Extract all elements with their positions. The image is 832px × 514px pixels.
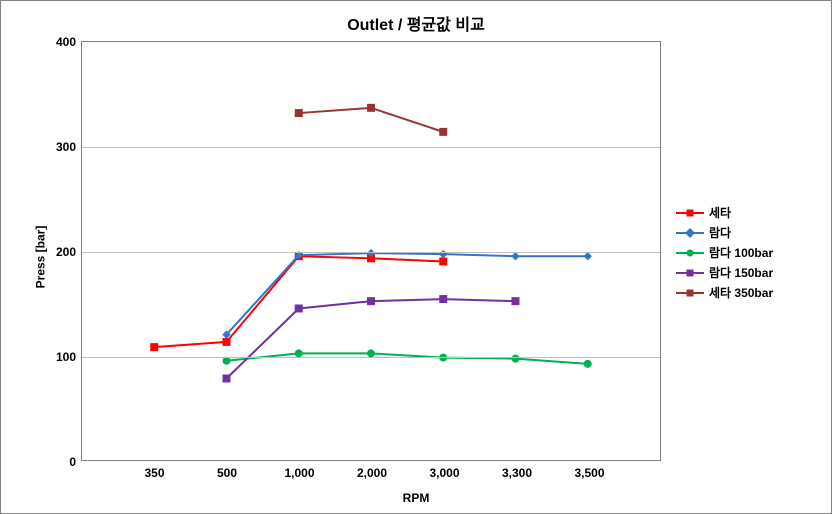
legend-swatch — [676, 206, 704, 220]
series-marker — [295, 110, 302, 117]
series-marker — [295, 305, 302, 312]
series-marker — [295, 350, 302, 357]
legend-label: 람다 150bar — [709, 264, 773, 281]
legend-label: 람다 100bar — [709, 244, 773, 261]
legend-item: 세타 350bar — [676, 284, 773, 301]
series-marker — [440, 128, 447, 135]
y-tick-label: 100 — [56, 350, 82, 364]
x-tick-label: 2,000 — [357, 460, 387, 480]
series-marker — [223, 357, 230, 364]
legend-label: 람다 — [709, 224, 731, 241]
x-tick-label: 3,500 — [574, 460, 604, 480]
legend: 세타람다람다 100bar 람다 150bar 세타 350bar — [676, 201, 773, 304]
series-marker — [440, 258, 447, 265]
legend-item: 람다 — [676, 224, 773, 241]
legend-swatch — [676, 246, 704, 260]
series-line — [227, 353, 588, 363]
legend-item: 람다 100bar — [676, 244, 773, 261]
legend-swatch — [676, 266, 704, 280]
legend-swatch — [676, 286, 704, 300]
series-marker — [368, 104, 375, 111]
chart-lines — [82, 42, 660, 460]
x-tick-label: 1,000 — [284, 460, 314, 480]
series-marker — [512, 298, 519, 305]
legend-swatch — [676, 226, 704, 240]
x-tick-label: 3,300 — [502, 460, 532, 480]
chart-title: Outlet / 평균값 비교 — [1, 11, 831, 35]
chart-container: Outlet / 평균값 비교 Press [bar] RPM 01002003… — [0, 0, 832, 514]
series-marker — [223, 375, 230, 382]
series-line — [227, 299, 516, 378]
legend-label: 세타 — [709, 204, 731, 221]
legend-item: 세타 — [676, 204, 773, 221]
plot-area: 01002003004003505001,0002,0003,0003,3003… — [81, 41, 661, 461]
x-axis-label: RPM — [1, 491, 831, 505]
x-tick-label: 3,000 — [429, 460, 459, 480]
gridline — [82, 252, 660, 253]
series-marker — [584, 360, 591, 367]
gridline — [82, 357, 660, 358]
y-tick-label: 300 — [56, 140, 82, 154]
gridline — [82, 147, 660, 148]
x-tick-label: 350 — [144, 460, 164, 480]
series-marker — [440, 296, 447, 303]
series-marker — [512, 253, 519, 260]
series-marker — [368, 298, 375, 305]
series-marker — [368, 350, 375, 357]
y-tick-label: 200 — [56, 245, 82, 259]
y-axis-label: Press [bar] — [33, 226, 47, 289]
series-marker — [584, 253, 591, 260]
legend-item: 람다 150bar — [676, 264, 773, 281]
x-tick-label: 500 — [217, 460, 237, 480]
series-marker — [151, 344, 158, 351]
series-line — [227, 253, 588, 335]
series-marker — [223, 338, 230, 345]
y-tick-label: 400 — [56, 35, 82, 49]
y-tick-label: 0 — [69, 455, 82, 469]
legend-label: 세타 350bar — [709, 284, 773, 301]
series-line — [154, 256, 443, 347]
